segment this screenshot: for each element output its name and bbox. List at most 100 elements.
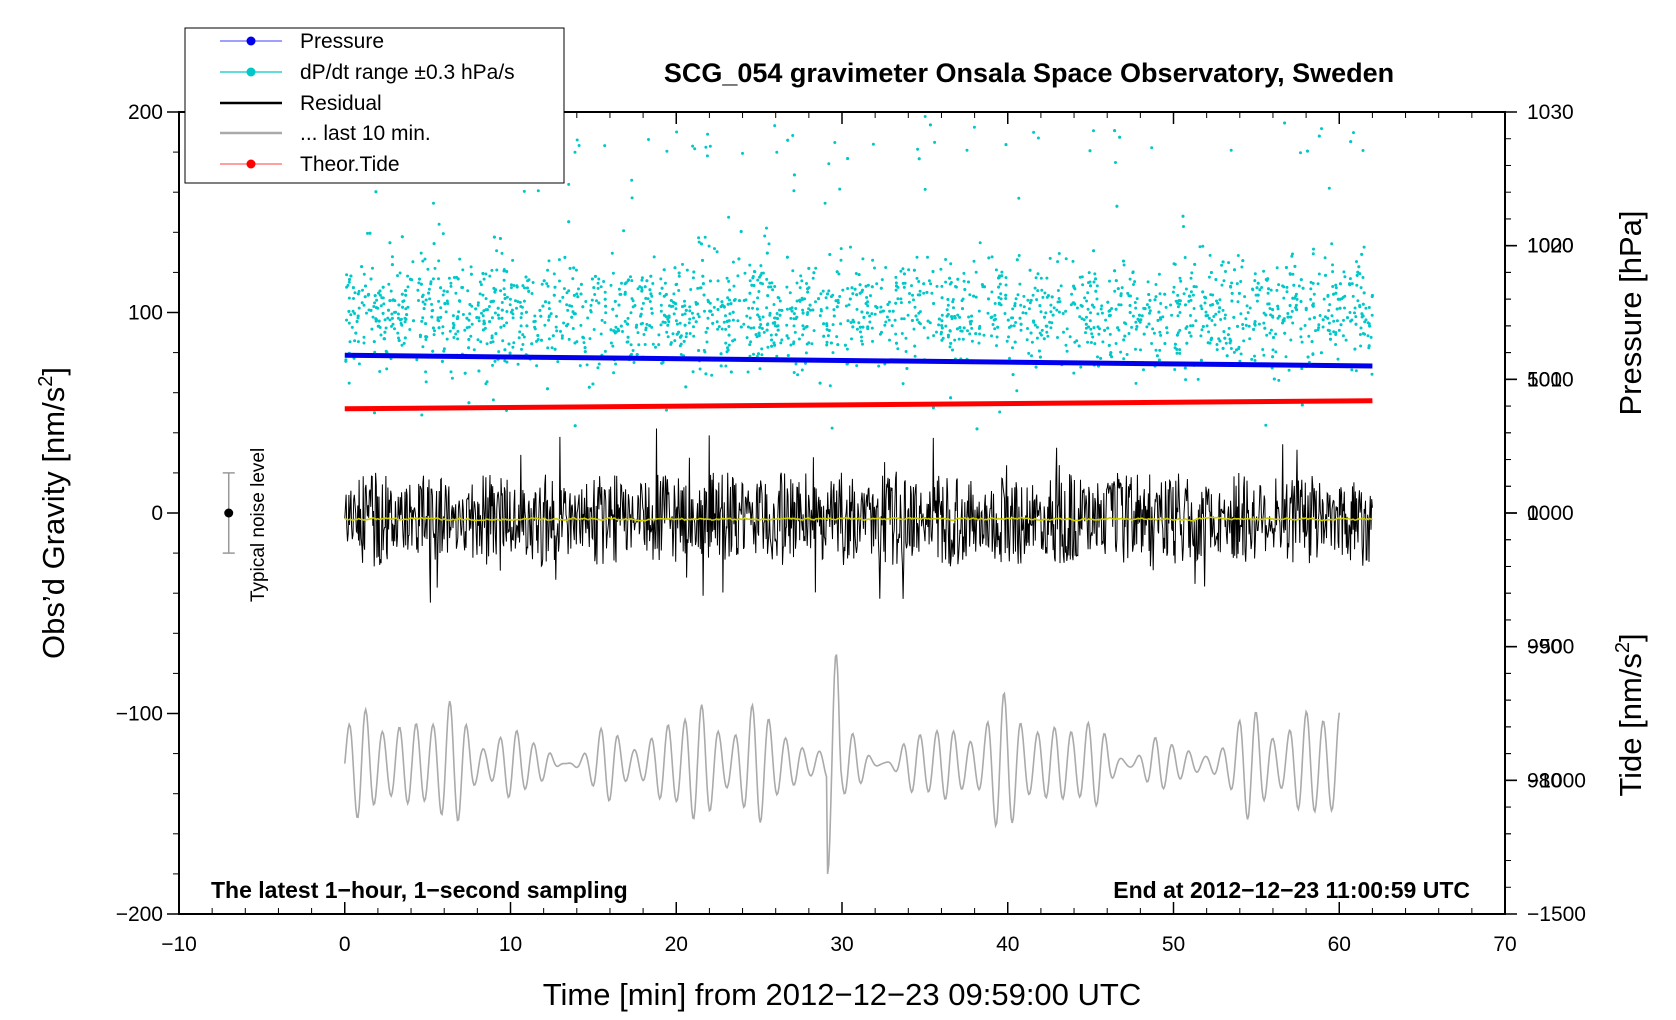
dpdt-point [870,326,874,330]
dpdt-point [558,299,562,303]
dpdt-point [1306,355,1310,359]
dpdt-point [956,313,960,317]
dpdt-point [518,300,522,304]
dpdt-point [1274,350,1278,354]
dpdt-point [774,324,777,328]
dpdt-point [461,313,465,316]
dpdt-point [472,348,476,352]
dpdt-point [672,312,676,316]
dpdt-point [645,279,649,283]
dpdt-point [397,339,401,342]
dpdt-point [563,255,567,259]
dpdt-point [1288,272,1292,276]
dpdt-point [770,281,774,285]
dpdt-point [839,247,843,251]
dpdt-point [1068,335,1072,339]
dpdt-point [682,339,686,343]
dpdt-point [1360,312,1364,316]
dpdt-point [532,320,536,324]
dpdt-point [987,297,990,301]
dpdt-point [1239,280,1243,283]
dpdt-point [672,292,676,296]
dpdt-point [860,335,863,339]
dpdt-point [1122,263,1126,267]
dpdt-point [391,322,395,326]
dpdt-point [1015,389,1019,393]
dpdt-point [650,307,653,311]
dpdt-point [825,306,829,310]
dpdt-point [1190,271,1194,275]
dpdt-point [364,284,367,288]
dpdt-point [499,289,503,293]
dpdt-point [831,351,835,355]
dpdt-point [1243,295,1247,299]
dpdt-point [347,280,351,284]
dpdt-point [490,299,494,303]
dpdt-point [468,312,472,316]
dpdt-point [431,308,435,312]
dpdt-point [538,308,542,312]
dpdt-point [665,408,668,412]
dpdt-point [1341,334,1345,338]
dpdt-point [799,274,803,278]
dpdt-point [1285,290,1289,294]
dpdt-point [552,293,556,297]
dpdt-point [1157,310,1161,314]
dpdt-point [1085,315,1088,319]
dpdt-point [469,265,473,269]
dpdt-point [990,255,994,259]
dpdt-point [518,330,522,334]
dpdt-point [768,281,772,285]
dpdt-point [1248,306,1252,310]
dpdt-point [972,125,976,129]
dpdt-point [855,327,859,331]
dpdt-point [1135,325,1139,328]
dpdt-point [1334,291,1338,295]
dpdt-point [461,268,465,272]
dpdt-point [508,351,512,355]
dpdt-point [1248,337,1252,341]
dpdt-point [906,313,910,317]
dpdt-point [826,292,829,296]
gravity-tick-label: 100 [128,302,163,325]
dpdt-point [1126,291,1130,295]
dpdt-point [1271,355,1275,359]
dpdt-point [492,235,496,239]
dpdt-point [614,325,618,329]
dpdt-point [805,325,809,328]
dpdt-point [890,324,894,328]
dpdt-point [588,337,592,341]
dpdt-point [864,302,868,305]
dpdt-point [1034,276,1038,280]
dpdt-point [635,353,639,356]
dpdt-point [650,325,654,329]
dpdt-point [371,315,375,319]
dpdt-point [823,201,827,205]
dpdt-point [879,310,882,314]
dpdt-point [888,338,891,342]
dpdt-point [848,297,852,301]
dpdt-point [893,318,897,322]
dpdt-point [570,315,574,319]
dpdt-point [1241,259,1245,263]
dpdt-point [1370,313,1374,317]
dpdt-point [869,294,872,298]
dpdt-point [505,270,509,273]
dpdt-point [585,363,589,367]
dpdt-point [590,298,594,302]
dpdt-point [426,267,430,271]
dpdt-point [547,314,551,318]
dpdt-point [997,296,1001,299]
dpdt-point [572,312,576,316]
dpdt-point [858,283,862,287]
dpdt-point [489,341,493,344]
dpdt-point [644,328,648,332]
dpdt-point [807,266,811,270]
dpdt-point [789,316,793,320]
dpdt-point [445,337,449,341]
annotation-right: End at 2012−12−23 11:00:59 UTC [1113,877,1470,903]
dpdt-point [1087,325,1090,329]
dpdt-point [1114,279,1118,283]
dpdt-point [727,325,731,328]
dpdt-point [757,331,761,335]
